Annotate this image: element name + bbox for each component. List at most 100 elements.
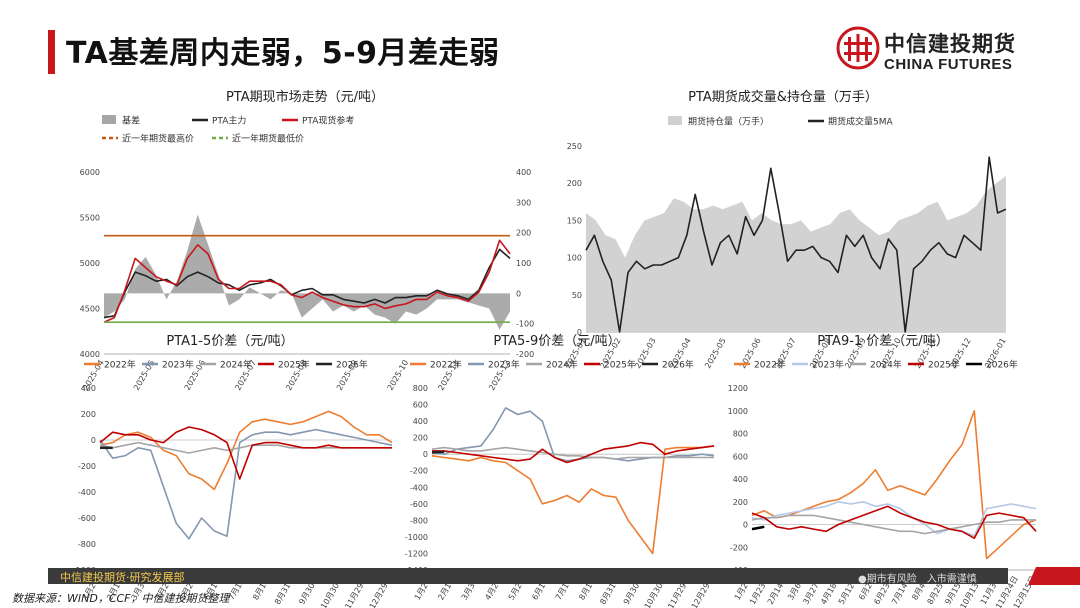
- legend-label: 近一年期货最低价: [232, 133, 304, 145]
- chart-pta-volume-openinterest: PTA期货成交量&持仓量（万手） 期货持仓量（万手） 期货成交量5MA 0 50 100…: [548, 82, 1018, 370]
- legend-label: 近一年期货最高价: [122, 133, 194, 145]
- y-tick-label: 200: [413, 434, 428, 443]
- y-tick-label: -800: [410, 516, 428, 525]
- y-tick-label: 1200: [728, 384, 748, 393]
- y-right-tick-label: 100: [516, 259, 531, 268]
- series-area: [586, 175, 1006, 332]
- series-area: [104, 214, 510, 330]
- chart-title: PTA期现市场走势（元/吨）: [225, 90, 385, 105]
- logo-emblem-icon: [836, 26, 880, 70]
- series-line: [585, 156, 1007, 333]
- y-tick-label: 600: [733, 452, 748, 461]
- legend-label: PTA现货参考: [302, 115, 354, 127]
- footer-accent: [1028, 567, 1080, 585]
- y-tick-label: 200: [733, 498, 748, 507]
- y-tick-label: 200: [567, 179, 582, 188]
- series-line: [751, 525, 765, 531]
- series-line: [431, 445, 715, 555]
- y-tick-label: -600: [78, 514, 96, 523]
- legend-label: 2023年: [812, 359, 844, 371]
- y-tick-label: -200: [730, 543, 748, 552]
- chart-pta-5-9-spread: PTA5-9价差（元/吨） 2022年 2023年 2024年 2025年 2026年 -…: [392, 326, 722, 608]
- series-line: [431, 450, 445, 454]
- y-tick-label: 0: [743, 521, 748, 530]
- legend-label: 2025年: [604, 359, 636, 371]
- legend-label: 基差: [122, 115, 140, 127]
- y-right-tick-label: 200: [516, 229, 531, 238]
- y-tick-label: 150: [567, 216, 582, 225]
- legend-label: 2023年: [162, 359, 194, 371]
- chart-pta-spot-futures: PTA期现市场走势（元/吨） 基差 PTA主力 PTA现货参考近一年期货最高价 近一年…: [60, 82, 550, 392]
- y-tick-label: 250: [567, 142, 582, 151]
- y-tick-label: 600: [413, 401, 428, 410]
- y-tick-label: 0: [91, 436, 96, 445]
- legend-label: 2024年: [870, 359, 902, 371]
- legend-label: 2022年: [104, 359, 136, 371]
- y-tick-label: -800: [78, 540, 96, 549]
- series-line: [103, 239, 511, 323]
- footer-department: 中信建投期货·研究发展部: [60, 571, 185, 584]
- y-right-tick-label: -200: [516, 350, 534, 359]
- logo-text-en: CHINA FUTURES: [884, 56, 1013, 73]
- legend-swatch: [668, 116, 682, 125]
- legend-label: 2022年: [430, 359, 462, 371]
- chart-title: PTA1-5价差（元/吨）: [166, 334, 294, 349]
- logo-text-cn: 中信建投期货: [884, 32, 1016, 56]
- y-tick-label: -200: [78, 462, 96, 471]
- y-right-tick-label: -100: [516, 320, 534, 329]
- company-logo: 中信建投期货 CHINA FUTURES: [836, 26, 1036, 78]
- legend-label: PTA主力: [212, 115, 246, 127]
- series-line: [99, 426, 392, 480]
- legend-label: 2026年: [336, 359, 368, 371]
- y-tick-label: 400: [81, 384, 96, 393]
- series-line: [751, 410, 1037, 560]
- legend-label: 2024年: [546, 359, 578, 371]
- series-line: [751, 501, 1037, 537]
- y-right-tick-label: 400: [516, 168, 531, 177]
- y-tick-label: -200: [410, 467, 428, 476]
- title-accent-bar: [48, 30, 55, 74]
- legend-swatch: [102, 115, 116, 124]
- legend-label: 2022年: [754, 359, 786, 371]
- chart-plot: 2022年2023年2024年2025年2026年-400-2000200400…: [728, 359, 1038, 608]
- series-line: [751, 505, 1037, 539]
- y-tick-label: 50: [572, 291, 582, 300]
- y-tick-label: 4000: [80, 350, 100, 359]
- y-tick-label: -400: [78, 488, 96, 497]
- series-line: [431, 446, 714, 460]
- y-tick-label: 0: [577, 328, 582, 337]
- y-tick-label: 0: [423, 450, 428, 459]
- chart-title: PTA期货成交量&持仓量（万手）: [688, 90, 878, 105]
- y-tick-label: -1200: [405, 549, 428, 558]
- series-line: [99, 428, 393, 540]
- y-tick-label: 400: [733, 475, 748, 484]
- series-line: [99, 410, 393, 491]
- chart-title: PTA9-1 价差（元/吨）: [817, 334, 949, 349]
- y-tick-label: 5000: [80, 259, 100, 268]
- series-line: [432, 441, 715, 464]
- y-tick-label: 400: [413, 417, 428, 426]
- data-source-note: 数据来源：WIND，CCF，中信建投期货整理: [12, 592, 230, 605]
- page-title: TA基差周内走弱，5-9月差走弱: [66, 36, 500, 71]
- chart-pta-1-5-spread: PTA1-5价差（元/吨） 2022年 2023年 2024年 2025年 2026年 -…: [60, 326, 400, 608]
- y-right-tick-label: 0: [516, 289, 521, 298]
- y-tick-label: -1000: [405, 533, 428, 542]
- y-tick-label: 1000: [728, 407, 748, 416]
- series-line: [751, 514, 1036, 535]
- y-tick-label: 800: [733, 430, 748, 439]
- footer-bar: [48, 568, 1008, 584]
- y-tick-label: 800: [413, 384, 428, 393]
- legend-label: 期货持仓量（万手）: [688, 116, 769, 128]
- legend-label: 2026年: [986, 359, 1018, 371]
- y-tick-label: -600: [410, 500, 428, 509]
- y-tick-label: -400: [410, 483, 428, 492]
- legend-label: 期货成交量5MA: [828, 116, 893, 128]
- legend-label: 2026年: [662, 359, 694, 371]
- chart-plot: 2022年2023年2024年2025年2026年-1000-800-600-4…: [73, 359, 394, 608]
- chart-plot: 2022年2023年2024年2025年2026年-1400-1200-1000…: [405, 359, 716, 608]
- legend-label: 2024年: [220, 359, 252, 371]
- y-tick-label: 100: [567, 254, 582, 263]
- chart-title: PTA5-9价差（元/吨）: [493, 334, 621, 349]
